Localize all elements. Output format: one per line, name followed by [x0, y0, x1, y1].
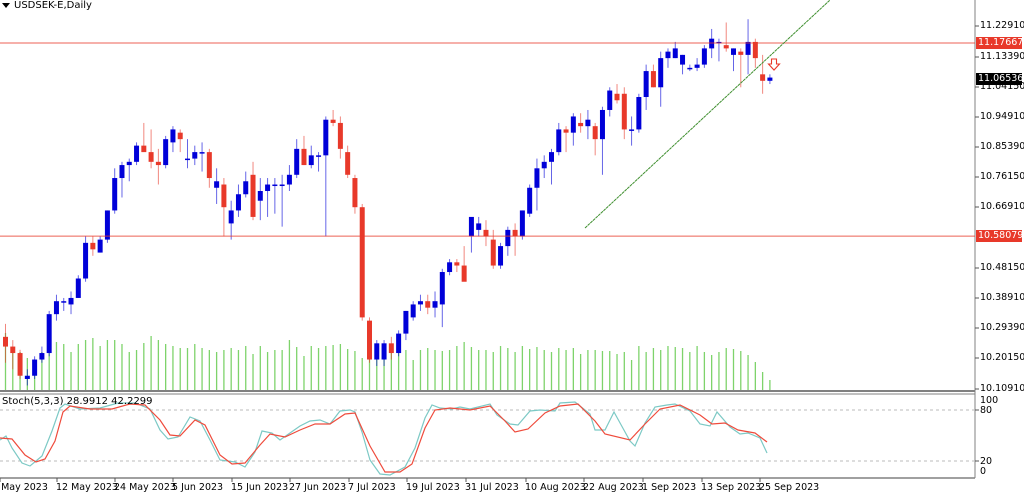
stochastic-oscillator	[0, 401, 768, 476]
horizontal-lines[interactable]	[0, 42, 975, 237]
time-tick: 25 Sep 2023	[759, 482, 820, 493]
sell-arrow-icon	[767, 58, 781, 71]
time-tick: 27 Jun 2023	[289, 482, 347, 493]
time-tick: 7 Jul 2023	[348, 482, 396, 493]
price-tick: 10.85390	[980, 141, 1024, 152]
price-tick: 10.29390	[980, 322, 1024, 333]
upper-line-price-tag: 11.17667	[976, 37, 1024, 49]
time-tick: 15 Jun 2023	[231, 482, 289, 493]
volume-bars	[4, 333, 771, 390]
time-tick: 31 Jul 2023	[465, 482, 519, 493]
triangle-down-icon[interactable]	[2, 3, 10, 8]
price-tick: 11.04150	[980, 81, 1024, 92]
time-tick: 2 May 2023	[0, 482, 48, 493]
stoch-level-0: 0	[980, 466, 987, 477]
symbol-title: USDSEK-E,Daily	[14, 0, 92, 11]
price-tick: 11.22910	[980, 20, 1024, 31]
price-tick: 10.76150	[980, 171, 1024, 182]
stoch-level-20: 20	[980, 456, 993, 467]
price-tick: 10.66910	[980, 201, 1024, 212]
stoch-label: Stoch(5,3,3) 28.9912 42.2299	[2, 396, 153, 407]
time-tick: 5 Jun 2023	[172, 482, 224, 493]
current-price-tag: 11.06536	[976, 73, 1024, 85]
time-tick: 24 May 2023	[114, 482, 176, 493]
price-tick: 10.20150	[980, 352, 1024, 363]
stoch-level-100: 100	[980, 395, 999, 406]
axis-ticks	[0, 25, 979, 482]
time-tick: 22 Aug 2023	[583, 482, 644, 493]
time-tick: 1 Sep 2023	[642, 482, 697, 493]
trendline[interactable]	[584, 0, 831, 229]
candlesticks	[3, 19, 773, 386]
time-tick: 13 Sep 2023	[701, 482, 762, 493]
stoch-level-80: 80	[980, 405, 993, 416]
price-tick: 10.48150	[980, 262, 1024, 273]
lower-line-price-tag: 10.58079	[976, 230, 1024, 242]
price-tick: 10.38910	[980, 292, 1024, 303]
price-tick: 10.94910	[980, 111, 1024, 122]
chart-title[interactable]: USDSEK-E,Daily	[2, 0, 92, 11]
time-tick: 19 Jul 2023	[406, 482, 460, 493]
price-tick: 10.10910	[980, 383, 1024, 394]
price-tick: 11.13390	[980, 51, 1024, 62]
time-tick: 10 Aug 2023	[525, 482, 586, 493]
time-tick: 12 May 2023	[56, 482, 118, 493]
stoch-levels	[0, 409, 975, 462]
